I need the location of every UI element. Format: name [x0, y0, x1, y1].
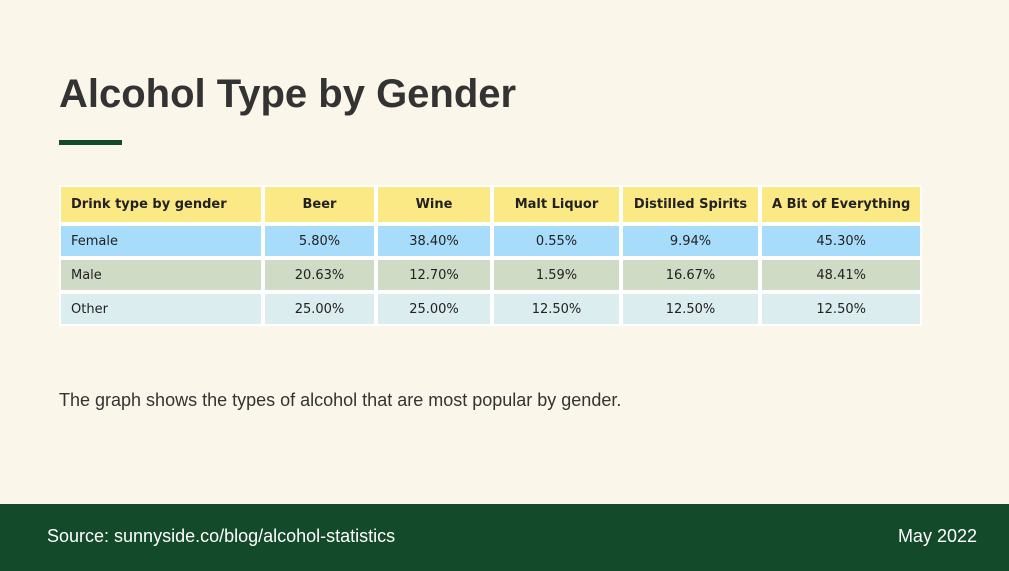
table-header-row: Drink type by gender Beer Wine Malt Liqu…: [61, 187, 921, 222]
data-table: Drink type by gender Beer Wine Malt Liqu…: [57, 183, 924, 328]
table-cell: 9.94%: [623, 226, 758, 256]
column-header: Drink type by gender: [61, 187, 261, 222]
table-cell: 5.80%: [265, 226, 374, 256]
row-label: Other: [61, 294, 261, 324]
table-row: Other 25.00% 25.00% 12.50% 12.50% 12.50%: [61, 294, 921, 324]
description-text: The graph shows the types of alcohol tha…: [59, 390, 622, 410]
table-cell: 25.00%: [265, 294, 374, 324]
table-cell: 12.50%: [623, 294, 758, 324]
source-text: Source: sunnyside.co/blog/alcohol-statis…: [47, 526, 396, 546]
column-header: Malt Liquor: [494, 187, 619, 222]
row-label: Male: [61, 260, 261, 290]
column-header: A Bit of Everything: [762, 187, 921, 222]
table-cell: 48.41%: [762, 260, 921, 290]
data-table-container: Drink type by gender Beer Wine Malt Liqu…: [57, 183, 924, 328]
table-row: Male 20.63% 12.70% 1.59% 16.67% 48.41%: [61, 260, 921, 290]
date-text: May 2022: [897, 526, 977, 546]
table-row: Female 5.80% 38.40% 0.55% 9.94% 45.30%: [61, 226, 921, 256]
column-header: Wine: [378, 187, 490, 222]
table-cell: 38.40%: [378, 226, 490, 256]
table-cell: 12.50%: [762, 294, 921, 324]
table-cell: 12.50%: [494, 294, 619, 324]
column-header: Distilled Spirits: [623, 187, 758, 222]
column-header: Beer: [265, 187, 374, 222]
table-cell: 16.67%: [623, 260, 758, 290]
page-title: Alcohol Type by Gender: [59, 72, 517, 116]
table-cell: 12.70%: [378, 260, 490, 290]
table-cell: 45.30%: [762, 226, 921, 256]
table-cell: 20.63%: [265, 260, 374, 290]
title-underline: [59, 140, 122, 145]
footer-bar: Source: sunnyside.co/blog/alcohol-statis…: [0, 504, 1009, 571]
table-cell: 1.59%: [494, 260, 619, 290]
table-cell: 25.00%: [378, 294, 490, 324]
row-label: Female: [61, 226, 261, 256]
table-cell: 0.55%: [494, 226, 619, 256]
